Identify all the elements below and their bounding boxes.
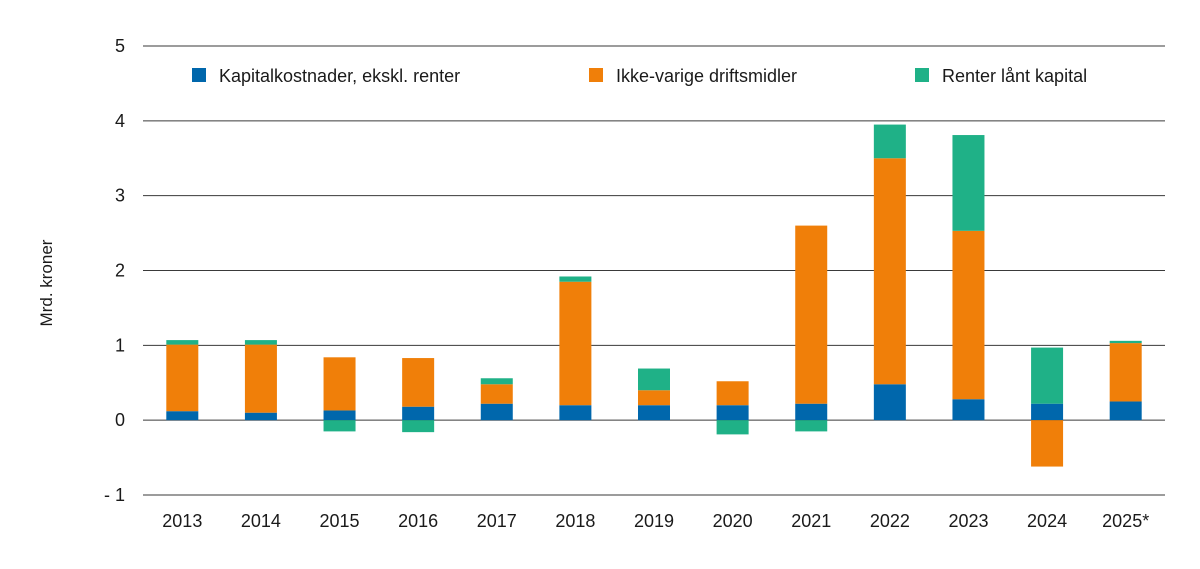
x-tick-label: 2017	[477, 511, 517, 531]
bars	[166, 124, 1142, 467]
x-tick-label: 2015	[320, 511, 360, 531]
y-tick-label: 2	[115, 261, 125, 281]
legend-label: Kapitalkostnader, ekskl. renter	[219, 66, 460, 86]
x-tick-label: 2020	[713, 511, 753, 531]
bar-segment	[1109, 340, 1142, 344]
y-axis-label: Mrd. kroner	[37, 239, 56, 326]
bar-segment	[244, 412, 277, 421]
x-tick-label: 2021	[791, 511, 831, 531]
bar-segment	[873, 384, 906, 421]
bar-segment	[402, 420, 435, 433]
bar-segment	[402, 406, 435, 421]
bar-segment	[1031, 347, 1064, 404]
bar-segment	[716, 381, 749, 406]
bar-segment	[638, 390, 670, 406]
bar-segment	[1031, 403, 1064, 421]
x-tick-labels: 2013 2014 2015 2016 2017 2018 2019 2020 2021 2022…	[162, 511, 1149, 531]
x-tick-label: 2022	[870, 511, 910, 531]
bar-segment	[559, 276, 592, 282]
bar-segment	[716, 405, 749, 421]
bar-segment	[795, 420, 828, 432]
gridlines	[143, 45, 1165, 496]
x-tick-label: 2016	[398, 511, 438, 531]
bar-segment	[559, 281, 592, 406]
bar-segment	[559, 405, 592, 421]
legend-label: Ikke-varige driftsmidler	[616, 66, 797, 86]
legend-swatch	[192, 68, 206, 82]
legend-swatch	[589, 68, 603, 82]
bar-segment	[952, 399, 985, 421]
bar-segment	[480, 384, 513, 404]
bar-segment	[323, 357, 356, 411]
y-tick-label: 0	[115, 410, 125, 430]
bar-segment	[1109, 401, 1142, 421]
bar-segment	[795, 225, 828, 404]
legend-label: Renter lånt kapital	[942, 66, 1087, 86]
bar-segment	[1031, 420, 1064, 467]
x-tick-label: 2014	[241, 511, 281, 531]
bar-segment	[716, 420, 749, 435]
bar-segment	[873, 158, 906, 385]
y-tick-label: 3	[115, 186, 125, 206]
bar-segment	[323, 420, 356, 432]
bar-segment	[952, 135, 985, 231]
x-tick-label: 2025*	[1102, 511, 1149, 531]
bar-segment	[323, 410, 356, 421]
bar-segment	[480, 403, 513, 421]
bar-segment	[480, 378, 513, 385]
x-tick-label: 2024	[1027, 511, 1067, 531]
bar-segment	[166, 411, 199, 421]
y-tick-label: - 1	[104, 485, 125, 505]
y-tick-label: 1	[115, 335, 125, 355]
bar-segment	[1109, 343, 1142, 402]
bar-segment	[166, 340, 199, 345]
bar-segment	[795, 403, 828, 421]
x-tick-label: 2018	[555, 511, 595, 531]
y-tick-labels: 5 4 3 2 1 0 - 1	[104, 36, 125, 505]
legend-swatch	[915, 68, 929, 82]
x-tick-label: 2013	[162, 511, 202, 531]
x-tick-label: 2019	[634, 511, 674, 531]
legend: Kapitalkostnader, ekskl. renter Ikke-vari…	[192, 66, 1087, 86]
bar-segment	[873, 124, 906, 159]
bar-segment	[952, 230, 985, 400]
bar-segment	[244, 340, 277, 345]
bar-segment	[166, 344, 199, 412]
y-tick-label: 5	[115, 36, 125, 56]
x-tick-label: 2023	[948, 511, 988, 531]
bar-segment	[638, 368, 670, 391]
bar-segment	[638, 405, 670, 421]
y-tick-label: 4	[115, 111, 125, 131]
bar-segment	[244, 344, 277, 413]
bar-segment	[402, 358, 435, 407]
